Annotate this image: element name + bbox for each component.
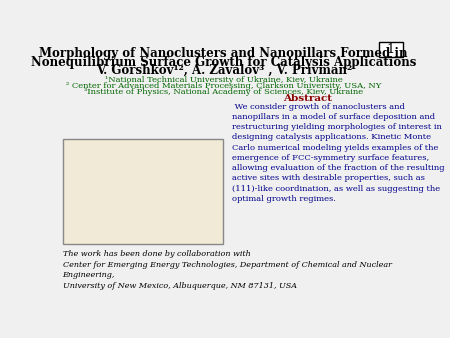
Text: ² Center for Advanced Materials Processing, Clarkson University, USA, NY: ² Center for Advanced Materials Processi… xyxy=(66,82,381,90)
Text: Nonequilibrium Surface Growth for Catalysis Applications: Nonequilibrium Surface Growth for Cataly… xyxy=(31,56,416,69)
Bar xyxy=(63,140,223,244)
Text: ¹National Technical University of Ukraine, Kiev, Ukraine: ¹National Technical University of Ukrain… xyxy=(105,76,342,84)
Text: Abstract: Abstract xyxy=(283,94,332,103)
Text: The work has been done by collaboration with
Center for Emerging Energy Technolo: The work has been done by collaboration … xyxy=(63,250,392,290)
Text: V. Gorshkov¹², A. Zavalov³ , V. Privman²: V. Gorshkov¹², A. Zavalov³ , V. Privman² xyxy=(95,64,352,77)
Text: ³Institute of Physics, National Academy of Sciences, Kiev, Ukraine: ³Institute of Physics, National Academy … xyxy=(84,88,363,96)
Text: 1: 1 xyxy=(387,43,395,56)
Bar xyxy=(379,42,403,57)
Text: Morphology of Nanoclusters and Nanopillars Formed in: Morphology of Nanoclusters and Nanopilla… xyxy=(40,47,408,60)
Text: We consider growth of nanoclusters and
nanopillars in a model of surface deposit: We consider growth of nanoclusters and n… xyxy=(232,102,445,203)
